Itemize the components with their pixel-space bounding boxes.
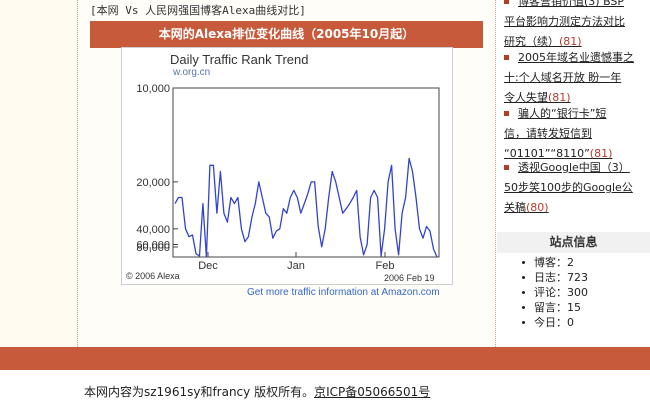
comment-count: (81) bbox=[559, 35, 582, 48]
y-tick-label: 10,000 bbox=[136, 83, 170, 95]
bullet-icon bbox=[504, 111, 509, 116]
sidebar-article-line: 信，请转发短信到 bbox=[504, 127, 592, 140]
stat-label: 评论： bbox=[534, 286, 567, 299]
stat-label: 留言： bbox=[534, 301, 567, 314]
sidebar-article-item: 2005年域名业遗憾事之十:个人域名开放 盼一年 令人失望(81) bbox=[504, 48, 646, 108]
stat-value: 0 bbox=[567, 316, 574, 329]
sidebar-column bbox=[496, 0, 650, 347]
stat-value: 2 bbox=[567, 256, 574, 269]
comment-count: (81) bbox=[548, 91, 571, 104]
bullet-icon bbox=[522, 291, 525, 294]
stat-item: 日志：723 bbox=[520, 270, 588, 285]
y-tick-label: 60,000 bbox=[136, 239, 170, 251]
stats-list: 博客：2 日志：723 评论：300 留言：15 今日：0 bbox=[520, 255, 588, 330]
comment-count: (81) bbox=[589, 147, 613, 160]
comment-count: (80) bbox=[526, 201, 549, 214]
sidebar-article-line: “01101”“8110”(81) bbox=[504, 147, 613, 160]
sidebar-article-line: 骗人的“银行卡”短 bbox=[518, 107, 607, 120]
y-tick-label: 20,000 bbox=[136, 177, 170, 189]
bullet-icon bbox=[522, 276, 525, 279]
compare-caption: [本网 Vs 人民网强国博客Alexa曲线对比] bbox=[90, 4, 306, 17]
sidebar-article-line: 50步笑100步的Google公 bbox=[504, 181, 633, 194]
bullet-icon bbox=[522, 321, 525, 324]
stat-value: 15 bbox=[567, 301, 581, 314]
traffic-rank-line bbox=[174, 157, 438, 258]
column-divider bbox=[495, 0, 496, 347]
x-tick-label: Dec bbox=[198, 260, 218, 272]
bullet-icon bbox=[522, 306, 525, 309]
bullet-icon bbox=[504, 0, 509, 4]
chart-copyright: © 2006 Alexa bbox=[126, 271, 180, 281]
stat-label: 博客： bbox=[534, 256, 567, 269]
stat-item: 评论：300 bbox=[520, 285, 588, 300]
stat-value: 300 bbox=[567, 286, 588, 299]
sidebar-article-link[interactable]: 2005年域名业遗憾事之十:个人域名开放 盼一年 令人失望(81) bbox=[504, 48, 646, 108]
sidebar-article-link[interactable]: 透视Google中国（3） 50步笑100步的Google公 关稿(80) bbox=[504, 158, 646, 218]
sidebar-article-line: 博客营销价值(3) BSP bbox=[518, 0, 625, 8]
stat-item: 留言：15 bbox=[520, 300, 588, 315]
stats-header: 站点信息 bbox=[497, 232, 650, 253]
footer-bar bbox=[0, 347, 650, 370]
stat-item: 今日：0 bbox=[520, 315, 588, 330]
sidebar-article-link[interactable]: 博客营销价值(3) BSP 平台影响力测定方法对比 研究（续）(81) bbox=[504, 0, 646, 52]
chart-title: Daily Traffic Rank Trend bbox=[170, 52, 309, 67]
sidebar-article-line: 关稿(80) bbox=[504, 201, 549, 214]
bullet-icon bbox=[522, 261, 525, 264]
sidebar-article-line: 平台影响力测定方法对比 bbox=[504, 15, 625, 28]
sidebar-article-line: 令人失望(81) bbox=[504, 91, 571, 104]
footer-copyright-text: 本网内容为sz1961sy和francy 版权所有。 bbox=[84, 385, 315, 399]
stat-value: 723 bbox=[567, 271, 588, 284]
chart-date-label: 2006 Feb 19 bbox=[384, 273, 435, 283]
footer-copyright: 本网内容为sz1961sy和francy 版权所有。京ICP备05066501号 bbox=[84, 383, 430, 400]
left-margin bbox=[0, 0, 78, 347]
bullet-icon bbox=[504, 55, 509, 60]
more-traffic-link[interactable]: Get more traffic information at Amazon.c… bbox=[247, 287, 440, 298]
y-tick-label: 40,000 bbox=[136, 224, 170, 236]
sidebar-article-line: 研究（续）(81) bbox=[504, 35, 582, 48]
icp-link[interactable]: 京ICP备05066501号 bbox=[314, 385, 431, 399]
sidebar-article-link[interactable]: 骗人的“银行卡”短信，请转发短信到 “01101”“8110”(81) bbox=[504, 104, 646, 164]
sidebar-article-item: 博客营销价值(3) BSP 平台影响力测定方法对比 研究（续）(81) bbox=[504, 0, 646, 52]
stat-label: 今日： bbox=[534, 316, 567, 329]
stat-label: 日志： bbox=[534, 271, 567, 284]
section-title-banner: 本网的Alexa排位变化曲线（2005年10月起） bbox=[90, 21, 483, 48]
plot-area bbox=[172, 87, 440, 258]
y-tick-label: 80,000 bbox=[136, 242, 170, 254]
sidebar-article-item: 透视Google中国（3） 50步笑100步的Google公 关稿(80) bbox=[504, 158, 646, 218]
x-tick-label: Jan bbox=[287, 260, 305, 272]
chart-subtitle: w.org.cn bbox=[173, 67, 211, 78]
sidebar-article-line: 2005年域名业遗憾事之 bbox=[518, 51, 634, 64]
stat-item: 博客：2 bbox=[520, 255, 588, 270]
sidebar-article-line: 十:个人域名开放 盼一年 bbox=[504, 71, 622, 84]
sidebar-article-line: 透视Google中国（3） bbox=[518, 161, 630, 174]
bullet-icon bbox=[504, 165, 509, 170]
sidebar-article-item: 骗人的“银行卡”短信，请转发短信到 “01101”“8110”(81) bbox=[504, 104, 646, 164]
x-tick-label: Feb bbox=[376, 260, 395, 272]
